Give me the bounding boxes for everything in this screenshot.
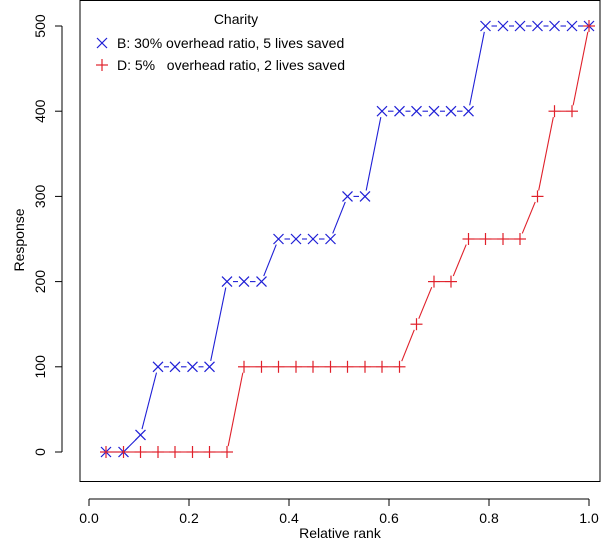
series-layer — [100, 20, 595, 458]
x-axis-title: Relative rank — [299, 525, 382, 541]
legend-title: Charity — [214, 11, 258, 27]
series-line-segment — [210, 287, 227, 362]
data-point — [479, 233, 492, 245]
series-line-segment — [263, 244, 277, 277]
data-point — [410, 318, 423, 331]
y-axis-title: Response — [11, 208, 27, 271]
data-point — [134, 446, 147, 458]
data-point — [169, 361, 181, 373]
data-point — [238, 276, 250, 288]
y-tick-label: 400 — [32, 99, 48, 123]
data-point — [290, 233, 302, 245]
data-point — [359, 190, 371, 202]
series-line-segment — [127, 438, 137, 449]
data-point — [531, 190, 544, 203]
y-tick-label: 500 — [32, 14, 48, 38]
series-line-segment — [452, 244, 467, 277]
data-point — [307, 233, 319, 245]
data-point — [221, 446, 233, 458]
data-point — [187, 361, 198, 373]
data-point — [341, 360, 354, 373]
data-point — [428, 275, 440, 288]
x-tick-label: 0.8 — [479, 510, 499, 526]
data-point — [152, 446, 164, 458]
data-point — [135, 429, 146, 441]
x-tick-label: 0.4 — [279, 510, 299, 526]
data-point — [100, 446, 112, 458]
data-point — [376, 105, 388, 117]
data-point — [532, 20, 543, 32]
data-point — [376, 360, 388, 373]
legend-marker — [96, 59, 108, 71]
plot-frame — [79, 0, 601, 482]
data-point — [273, 233, 284, 245]
data-point — [117, 446, 130, 458]
data-point — [411, 105, 422, 117]
data-point — [238, 360, 250, 373]
data-point — [152, 361, 164, 373]
series-b — [100, 20, 595, 458]
data-point — [255, 360, 268, 373]
x-tick-label: 0.6 — [379, 510, 399, 526]
data-point — [169, 446, 181, 458]
legend: Charity B: 30% overhead ratio, 5 lives s… — [96, 11, 345, 73]
data-point — [514, 20, 526, 32]
y-tick-label: 0 — [32, 448, 48, 456]
series-line-segment — [521, 201, 536, 234]
series-line-segment — [227, 372, 244, 447]
data-point — [221, 276, 233, 288]
legend-marker — [96, 37, 108, 49]
data-point — [445, 105, 457, 117]
y-axis: 0 100 200 300 400 500 — [32, 14, 63, 456]
series-line-segment — [332, 201, 346, 234]
data-point — [497, 20, 509, 32]
data-point — [393, 360, 406, 373]
series-line-segment — [401, 329, 415, 362]
series-line-segment — [469, 31, 485, 106]
data-point — [566, 20, 578, 32]
data-point — [290, 360, 302, 373]
data-point — [514, 233, 526, 245]
data-point — [480, 20, 491, 32]
data-point — [463, 105, 474, 117]
data-point — [549, 20, 560, 32]
data-point — [324, 360, 337, 373]
series-line-segment — [365, 116, 382, 191]
x-tick-label: 0.2 — [179, 510, 199, 526]
data-point — [394, 105, 405, 117]
data-point — [325, 233, 336, 245]
data-point — [566, 105, 578, 118]
data-point — [342, 190, 353, 202]
data-point — [203, 446, 216, 458]
data-point — [445, 275, 457, 288]
y-tick-label: 100 — [32, 355, 48, 379]
data-point — [359, 360, 371, 373]
data-point — [548, 105, 561, 118]
data-point — [204, 361, 215, 373]
x-axis: 0.0 0.2 0.4 0.6 0.8 1.0 — [79, 498, 599, 526]
series-line-segment — [141, 372, 158, 430]
data-point — [186, 446, 199, 458]
data-point — [583, 20, 595, 32]
x-tick-label: 1.0 — [579, 510, 599, 526]
data-point — [256, 276, 267, 288]
y-tick-label: 300 — [32, 185, 48, 209]
legend-entries: B: 30% overhead ratio, 5 lives saved D: 5… — [96, 35, 345, 73]
series-d — [100, 20, 595, 458]
y-tick-label: 200 — [32, 270, 48, 294]
series-line-segment — [418, 286, 433, 319]
x-tick-label: 0.0 — [79, 510, 99, 526]
series-line-segment — [572, 31, 589, 106]
legend-entry-label: B: 30% overhead ratio, 5 lives saved — [117, 35, 344, 51]
data-point — [428, 105, 440, 117]
legend-entry-label: D: 5% overhead ratio, 2 lives saved — [117, 57, 345, 73]
data-point — [462, 233, 475, 245]
series-line-segment — [538, 116, 554, 191]
data-point — [272, 360, 285, 373]
data-point — [497, 233, 509, 245]
data-point — [307, 360, 319, 373]
